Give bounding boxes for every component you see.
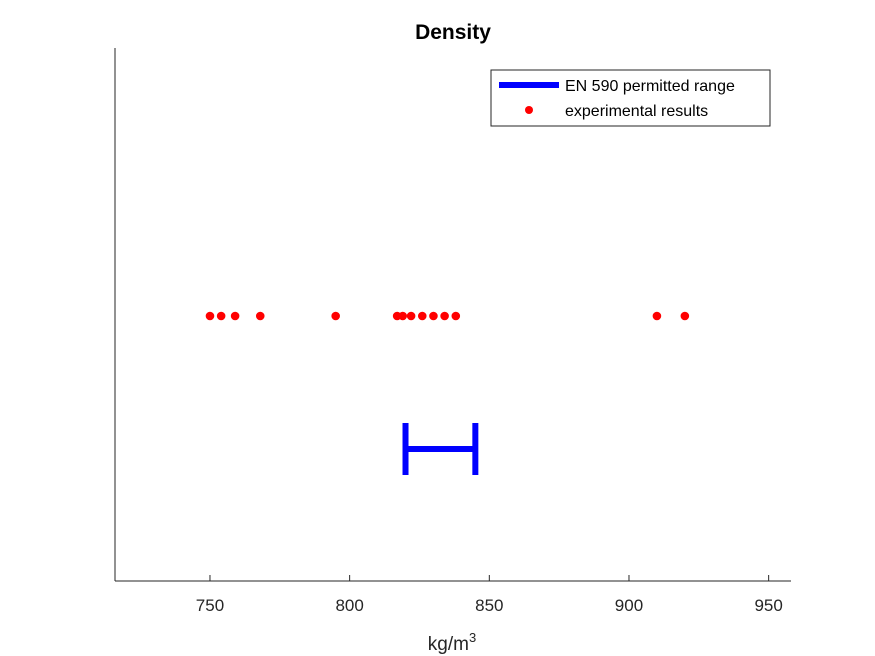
legend-label-points: experimental results (565, 103, 708, 120)
experimental-point (440, 311, 449, 321)
x-axis-label: kg/m3 (428, 630, 476, 655)
x-tick-label: 750 (196, 596, 224, 615)
x-axis-label-base: kg/m (428, 634, 469, 655)
experimental-point (398, 311, 408, 321)
experimental-point (429, 311, 438, 321)
legend-label-range: EN 590 permitted range (565, 78, 735, 95)
experimental-point (205, 311, 215, 321)
experimental-point (230, 311, 240, 321)
x-tick-label: 800 (335, 596, 363, 615)
legend-box (490, 69, 771, 127)
experimental-point (451, 311, 461, 321)
experimental-point (417, 311, 427, 321)
plot-axes (114, 48, 791, 582)
x-tick-label: 900 (615, 596, 643, 615)
legend-swatch-points (525, 106, 533, 114)
experimental-point (680, 311, 690, 321)
experimental-point (652, 311, 662, 321)
x-tick-label: 950 (754, 596, 782, 615)
permitted-range (402, 423, 479, 475)
x-tick-label: 850 (475, 596, 503, 615)
chart-title: Density (415, 21, 491, 44)
x-axis-label-superscript: 3 (469, 630, 476, 645)
experimental-point (255, 311, 265, 321)
experimental-point (406, 311, 416, 321)
experimental-point (216, 311, 226, 321)
x-ticks: 750 800 850 900 950 (196, 575, 783, 615)
legend: EN 590 permitted range experimental resu… (490, 69, 771, 127)
experimental-points (205, 311, 690, 321)
experimental-point (331, 311, 340, 321)
